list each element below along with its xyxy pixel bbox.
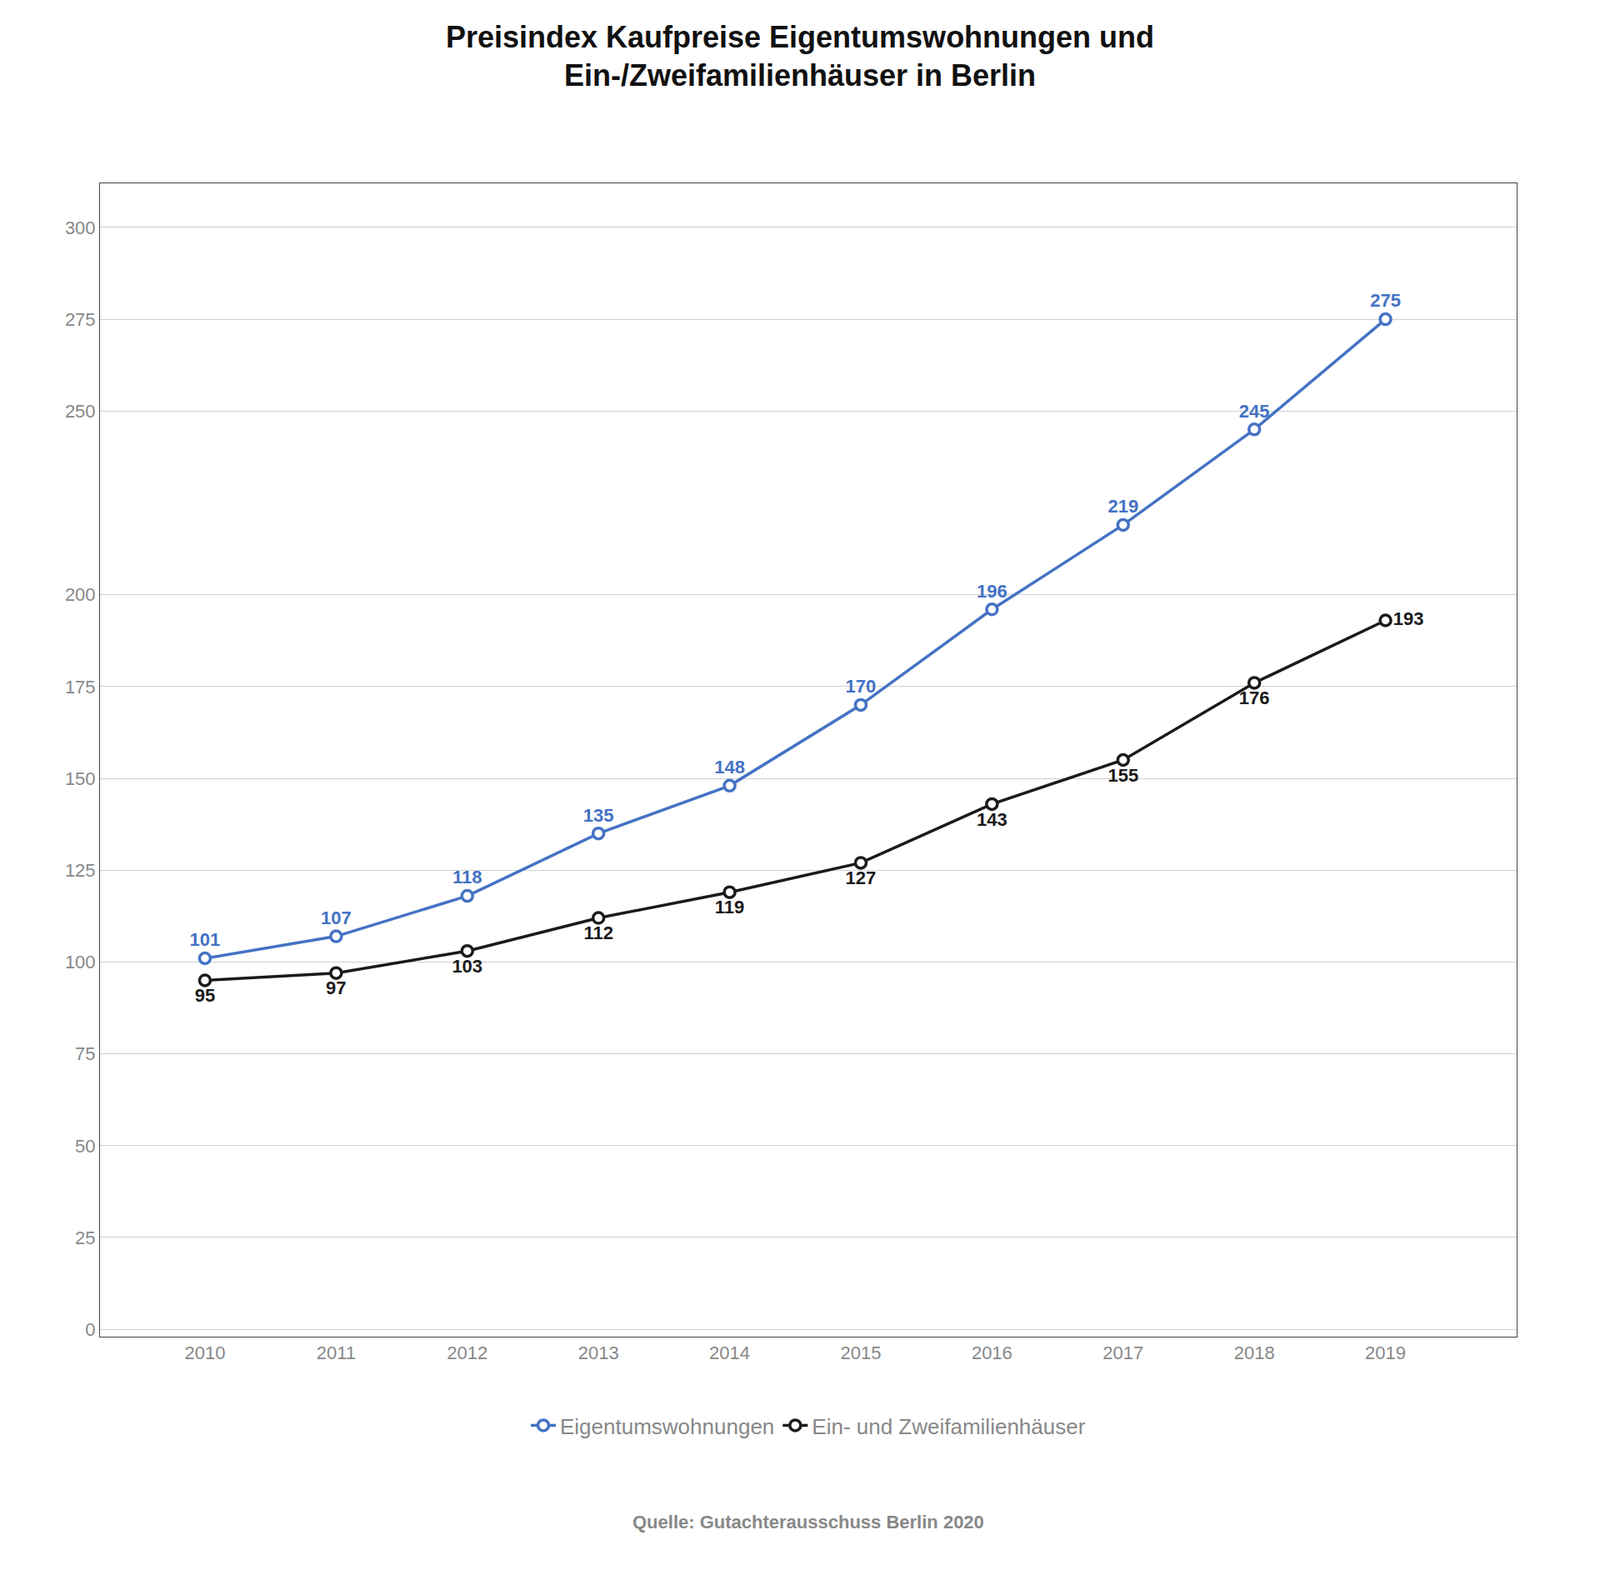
- svg-text:107: 107: [320, 907, 352, 929]
- svg-text:2016: 2016: [971, 1342, 1013, 1364]
- svg-text:101: 101: [190, 929, 221, 950]
- svg-text:2019: 2019: [1365, 1342, 1406, 1364]
- svg-text:127: 127: [845, 867, 877, 889]
- svg-text:2017: 2017: [1102, 1342, 1144, 1364]
- svg-text:Quelle: Gutachterausschuss Ber: Quelle: Gutachterausschuss Berlin 2020: [632, 1511, 985, 1533]
- svg-text:175: 175: [65, 676, 96, 698]
- svg-text:75: 75: [75, 1043, 95, 1065]
- svg-text:25: 25: [75, 1227, 95, 1249]
- svg-text:176: 176: [1239, 687, 1270, 709]
- svg-text:2010: 2010: [184, 1342, 225, 1364]
- svg-text:143: 143: [976, 809, 1008, 830]
- svg-text:155: 155: [1107, 765, 1139, 786]
- svg-text:196: 196: [976, 580, 1008, 602]
- svg-text:119: 119: [715, 896, 745, 918]
- svg-text:300: 300: [65, 217, 96, 239]
- svg-text:118: 118: [452, 866, 483, 888]
- svg-text:2014: 2014: [709, 1342, 750, 1364]
- svg-text:50: 50: [75, 1135, 95, 1157]
- svg-text:250: 250: [65, 400, 96, 422]
- svg-text:150: 150: [65, 768, 96, 790]
- svg-text:Preisindex Kaufpreise Eigentum: Preisindex Kaufpreise Eigentumswohnungen…: [445, 20, 1155, 94]
- svg-text:135: 135: [583, 805, 615, 826]
- svg-text:2012: 2012: [446, 1342, 488, 1364]
- svg-text:275: 275: [1370, 290, 1401, 311]
- svg-text:200: 200: [65, 584, 96, 605]
- svg-text:245: 245: [1239, 400, 1270, 422]
- svg-text:100: 100: [65, 951, 96, 973]
- svg-text:Eigentumswohnungen: Eigentumswohnungen: [560, 1414, 775, 1440]
- svg-text:2015: 2015: [840, 1342, 881, 1364]
- svg-text:95: 95: [195, 985, 215, 1006]
- svg-text:125: 125: [65, 860, 96, 881]
- svg-text:2011: 2011: [316, 1342, 356, 1364]
- svg-text:2018: 2018: [1234, 1342, 1275, 1364]
- svg-text:112: 112: [583, 922, 614, 944]
- svg-text:97: 97: [325, 977, 346, 999]
- svg-text:193: 193: [1393, 608, 1425, 630]
- svg-text:275: 275: [65, 309, 96, 330]
- svg-text:2013: 2013: [578, 1342, 620, 1364]
- svg-text:0: 0: [85, 1319, 95, 1340]
- svg-text:103: 103: [451, 955, 483, 977]
- svg-text:219: 219: [1107, 495, 1139, 517]
- svg-text:148: 148: [714, 756, 745, 778]
- svg-text:Ein- und Zweifamilienhäuser: Ein- und Zweifamilienhäuser: [811, 1414, 1085, 1440]
- svg-text:170: 170: [845, 675, 877, 697]
